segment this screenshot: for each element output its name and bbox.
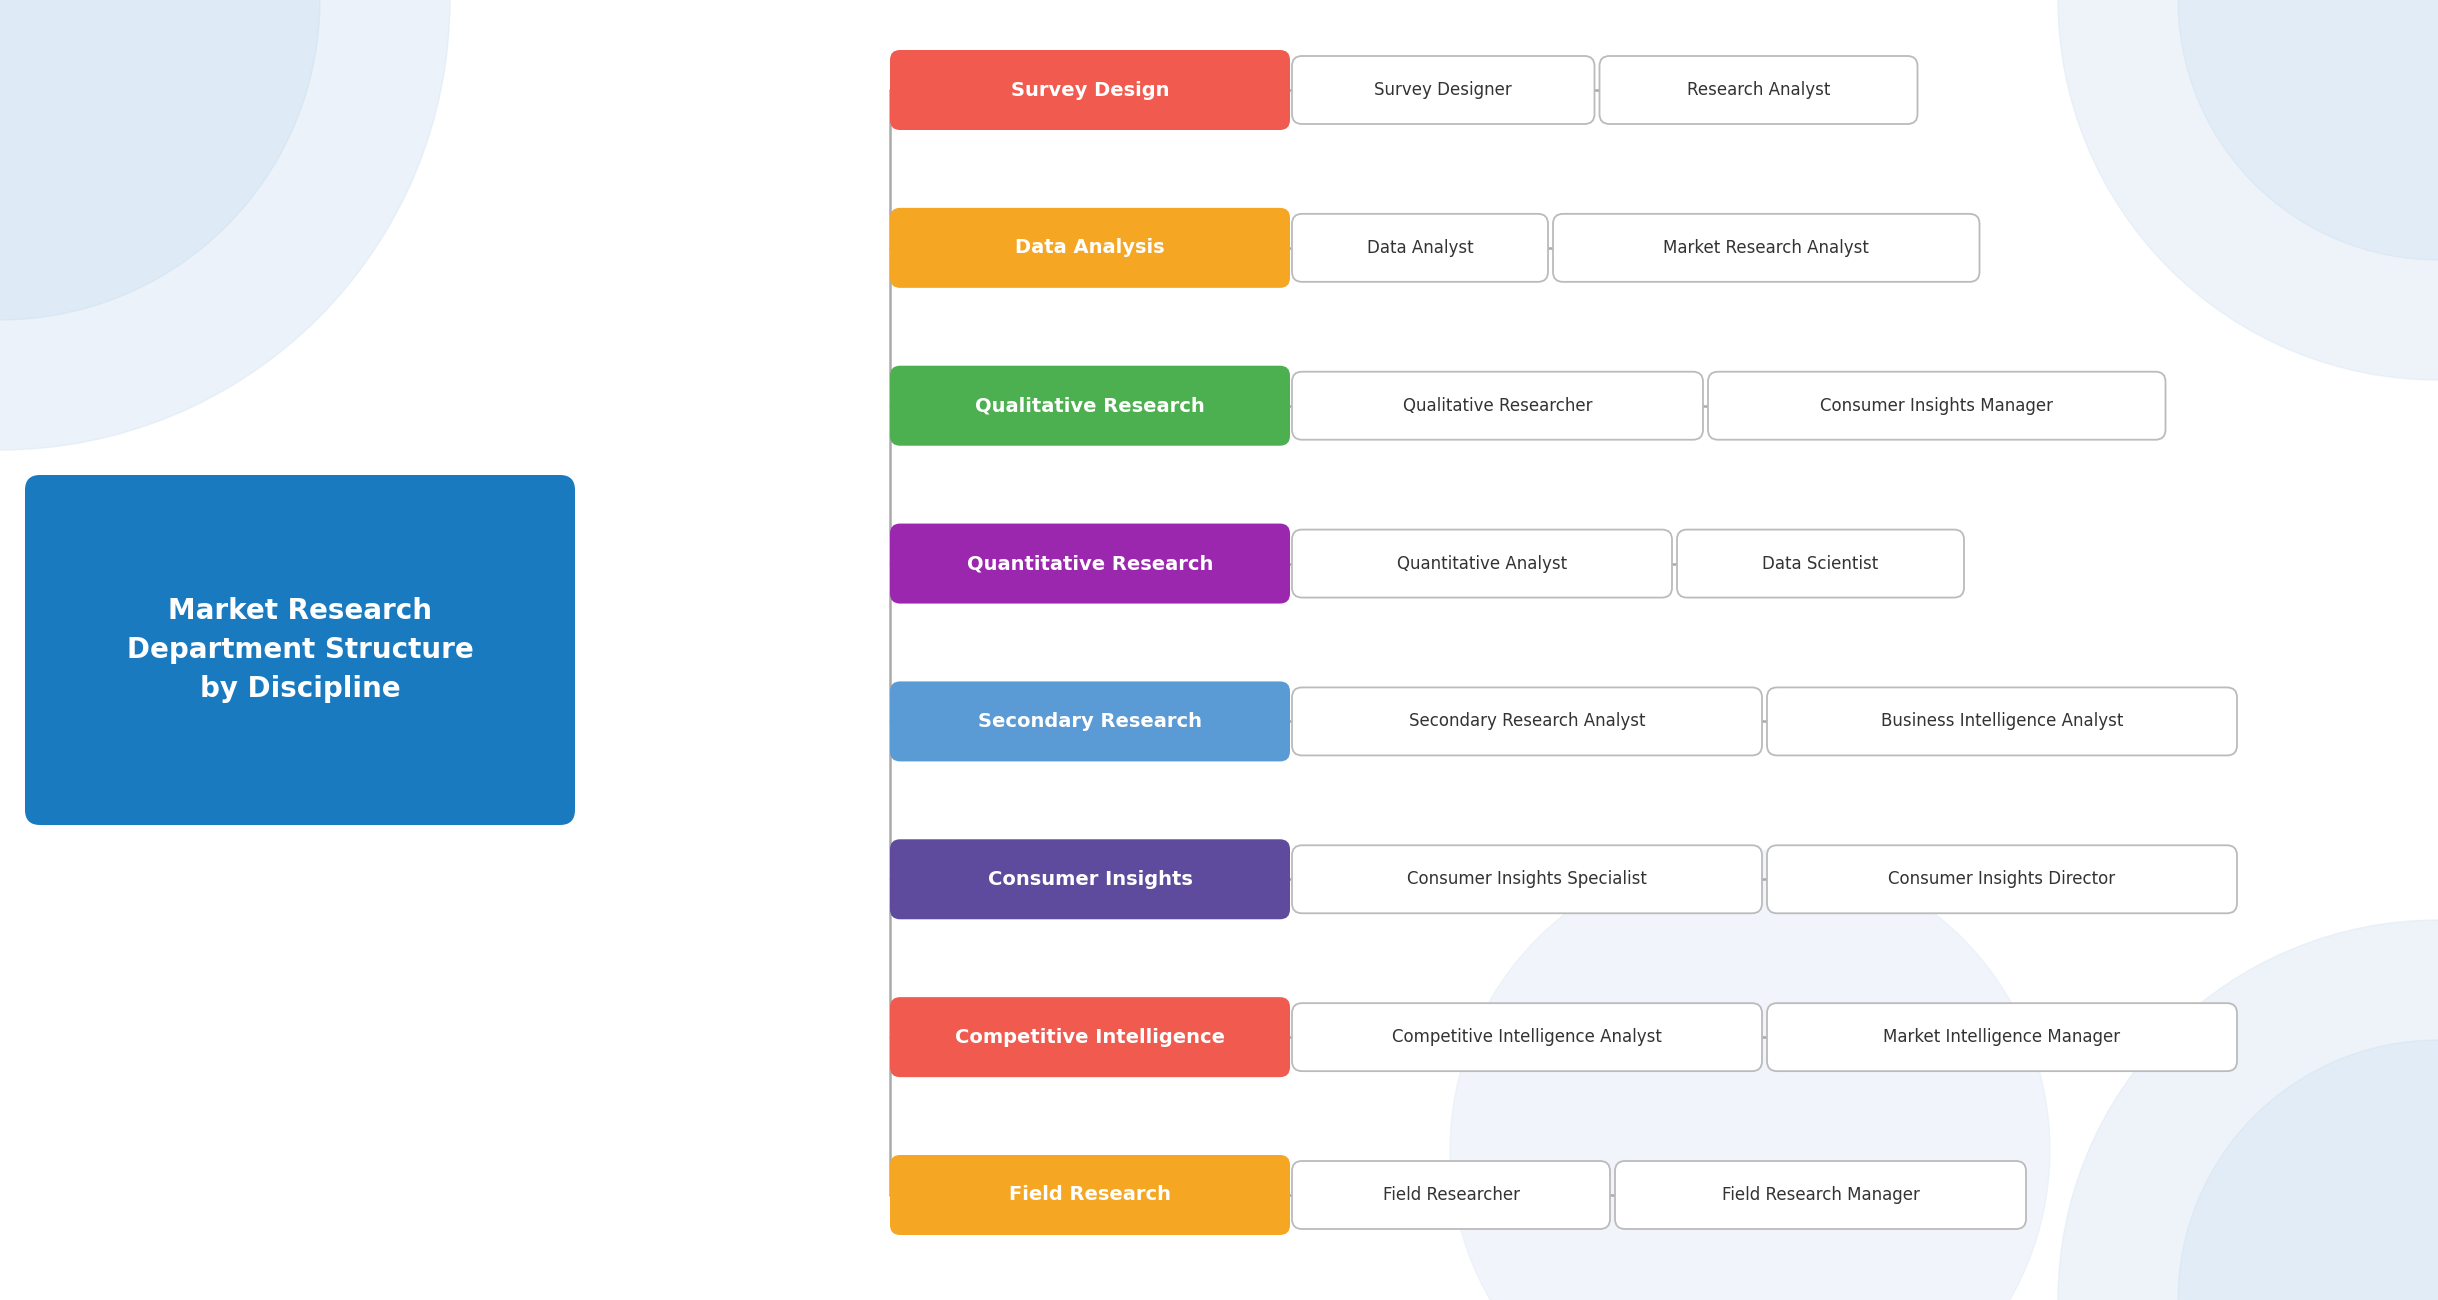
FancyBboxPatch shape bbox=[890, 365, 1290, 446]
Text: Survey Design: Survey Design bbox=[1012, 81, 1170, 100]
Text: Quantitative Research: Quantitative Research bbox=[968, 554, 1214, 573]
FancyBboxPatch shape bbox=[1553, 214, 1980, 282]
Text: Competitive Intelligence Analyst: Competitive Intelligence Analyst bbox=[1392, 1028, 1663, 1046]
FancyBboxPatch shape bbox=[890, 524, 1290, 603]
Text: Consumer Insights Specialist: Consumer Insights Specialist bbox=[1407, 870, 1648, 888]
FancyBboxPatch shape bbox=[1677, 529, 1965, 598]
Text: Consumer Insights Director: Consumer Insights Director bbox=[1889, 870, 2116, 888]
Text: Survey Designer: Survey Designer bbox=[1375, 81, 1512, 99]
Text: Qualitative Research: Qualitative Research bbox=[975, 396, 1204, 415]
Text: Consumer Insights: Consumer Insights bbox=[987, 870, 1192, 889]
FancyBboxPatch shape bbox=[1768, 688, 2238, 755]
Text: Market Research
Department Structure
by Discipline: Market Research Department Structure by … bbox=[127, 597, 473, 703]
Text: Consumer Insights Manager: Consumer Insights Manager bbox=[1821, 396, 2053, 415]
FancyBboxPatch shape bbox=[890, 681, 1290, 762]
FancyBboxPatch shape bbox=[890, 1154, 1290, 1235]
Text: Data Scientist: Data Scientist bbox=[1763, 555, 1880, 572]
Text: Market Intelligence Manager: Market Intelligence Manager bbox=[1885, 1028, 2121, 1046]
FancyBboxPatch shape bbox=[1709, 372, 2165, 439]
Circle shape bbox=[2177, 0, 2438, 260]
FancyBboxPatch shape bbox=[24, 474, 575, 826]
Circle shape bbox=[0, 0, 319, 320]
FancyBboxPatch shape bbox=[1599, 56, 1919, 124]
FancyBboxPatch shape bbox=[1292, 688, 1763, 755]
Text: Data Analysis: Data Analysis bbox=[1014, 238, 1165, 257]
FancyBboxPatch shape bbox=[1292, 529, 1672, 598]
FancyBboxPatch shape bbox=[1292, 372, 1704, 439]
FancyBboxPatch shape bbox=[1768, 1004, 2238, 1071]
Circle shape bbox=[0, 0, 451, 450]
FancyBboxPatch shape bbox=[890, 208, 1290, 287]
FancyBboxPatch shape bbox=[890, 997, 1290, 1078]
Text: Secondary Research Analyst: Secondary Research Analyst bbox=[1409, 712, 1646, 731]
FancyBboxPatch shape bbox=[890, 840, 1290, 919]
FancyBboxPatch shape bbox=[1292, 1004, 1763, 1071]
Text: Business Intelligence Analyst: Business Intelligence Analyst bbox=[1880, 712, 2123, 731]
FancyBboxPatch shape bbox=[1292, 1161, 1609, 1228]
Text: Qualitative Researcher: Qualitative Researcher bbox=[1402, 396, 1592, 415]
FancyBboxPatch shape bbox=[1292, 845, 1763, 914]
FancyBboxPatch shape bbox=[1292, 56, 1594, 124]
FancyBboxPatch shape bbox=[1768, 845, 2238, 914]
Circle shape bbox=[2058, 920, 2438, 1300]
Text: Secondary Research: Secondary Research bbox=[978, 712, 1202, 731]
Circle shape bbox=[2177, 1040, 2438, 1300]
FancyBboxPatch shape bbox=[1614, 1161, 2026, 1228]
Text: Quantitative Analyst: Quantitative Analyst bbox=[1397, 555, 1568, 572]
Text: Field Researcher: Field Researcher bbox=[1382, 1186, 1519, 1204]
Circle shape bbox=[1451, 850, 2050, 1300]
Text: Market Research Analyst: Market Research Analyst bbox=[1663, 239, 1870, 257]
Text: Research Analyst: Research Analyst bbox=[1687, 81, 1831, 99]
Text: Field Research Manager: Field Research Manager bbox=[1721, 1186, 1919, 1204]
FancyBboxPatch shape bbox=[1292, 214, 1548, 282]
Text: Field Research: Field Research bbox=[1009, 1186, 1170, 1205]
Circle shape bbox=[2058, 0, 2438, 380]
FancyBboxPatch shape bbox=[890, 49, 1290, 130]
Text: Competitive Intelligence: Competitive Intelligence bbox=[956, 1027, 1224, 1046]
Text: Data Analyst: Data Analyst bbox=[1368, 239, 1473, 257]
